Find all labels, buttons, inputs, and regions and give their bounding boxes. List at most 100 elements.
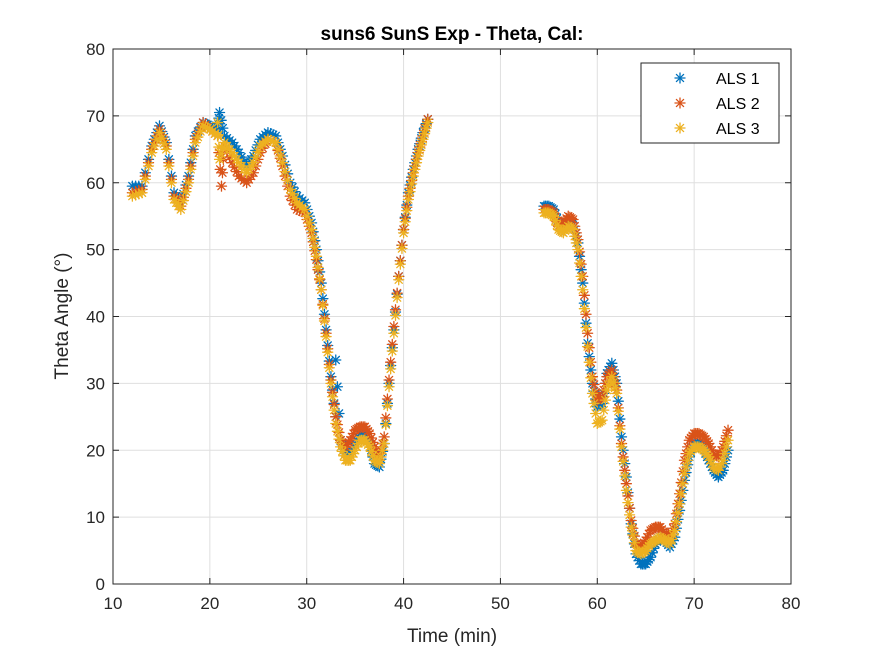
data-point [580,321,592,334]
legend-label: ALS 3 [716,121,760,138]
data-point [596,414,608,426]
x-tick-label: 80 [782,594,801,613]
y-tick-label: 80 [86,40,105,59]
data-point [279,165,291,178]
data-point [396,242,408,255]
y-tick-label: 30 [86,374,105,393]
data-point [212,129,224,141]
data-point [365,445,377,458]
data-point [583,356,595,368]
data-point [284,183,296,196]
data-point [677,478,689,490]
data-point [422,116,434,129]
data-point [381,393,394,405]
data-point [680,461,692,473]
data-point [588,397,600,410]
data-point [391,291,403,304]
data-point [376,444,389,456]
data-point [577,284,589,296]
data-point [388,327,400,339]
legend-marker [674,122,686,134]
data-point [330,354,342,366]
data-point [567,223,579,236]
data-point [410,157,423,169]
data-point [216,167,229,179]
y-tick-label: 40 [86,308,105,327]
data-point [331,425,344,437]
data-point [405,178,418,190]
data-point [299,203,311,216]
data-point [611,387,623,400]
data-point [177,194,190,207]
data-point [678,468,691,480]
data-point [163,160,175,172]
data-point [375,451,387,463]
data-point [409,163,421,176]
data-point [364,441,376,453]
data-point [722,434,734,446]
data-point [389,309,402,322]
data-point [682,454,694,466]
data-point [404,186,416,198]
data-point [622,496,634,509]
data-point [328,404,340,416]
data-point [407,170,419,182]
data-point [665,533,678,546]
data-point [675,488,687,500]
data-point [276,157,289,169]
x-tick-label: 30 [297,594,316,613]
data-point [282,174,294,187]
data-point [303,217,315,229]
y-tick-label: 50 [86,241,105,260]
data-point [598,404,610,416]
data-point [580,308,592,320]
data-point [378,437,390,450]
data-point [185,163,197,176]
data-point [312,261,324,274]
x-tick-label: 10 [104,594,123,613]
x-tick-label: 40 [394,594,413,613]
data-point [719,447,731,460]
y-tick-label: 20 [86,441,105,460]
data-point [628,537,641,549]
data-point [399,216,411,228]
data-point [310,250,323,262]
data-point [578,303,591,315]
data-point [402,193,415,206]
data-point [165,177,178,189]
data-point [667,529,679,541]
data-point [548,210,560,222]
data-point [572,243,584,256]
series-layer [126,106,734,570]
data-point [380,418,392,431]
data-point [344,454,356,466]
data-point [187,150,199,162]
data-point [323,362,335,374]
data-point [672,507,684,519]
data-point [570,237,582,249]
chart-title: suns6 SunS Exp - Theta, Cal: [321,24,584,45]
data-point [175,203,187,216]
data-point [383,381,395,393]
data-point [401,204,413,217]
data-point [139,173,151,186]
data-point [215,180,228,192]
legend-marker [674,97,686,109]
legend-marker [674,72,686,84]
data-point [301,210,313,222]
y-tick-label: 10 [86,508,105,527]
data-point [625,521,637,533]
data-point [669,524,681,537]
data-point [309,241,321,254]
data-point [573,257,586,269]
y-tick-label: 70 [86,107,105,126]
data-point [307,232,319,245]
data-point [160,143,172,155]
data-point [393,274,405,286]
data-point [617,455,629,468]
x-axis-title: Time (min) [407,626,497,647]
x-tick-label: 20 [200,594,219,613]
data-point [180,186,192,198]
data-point [317,299,329,312]
data-point [585,372,597,384]
